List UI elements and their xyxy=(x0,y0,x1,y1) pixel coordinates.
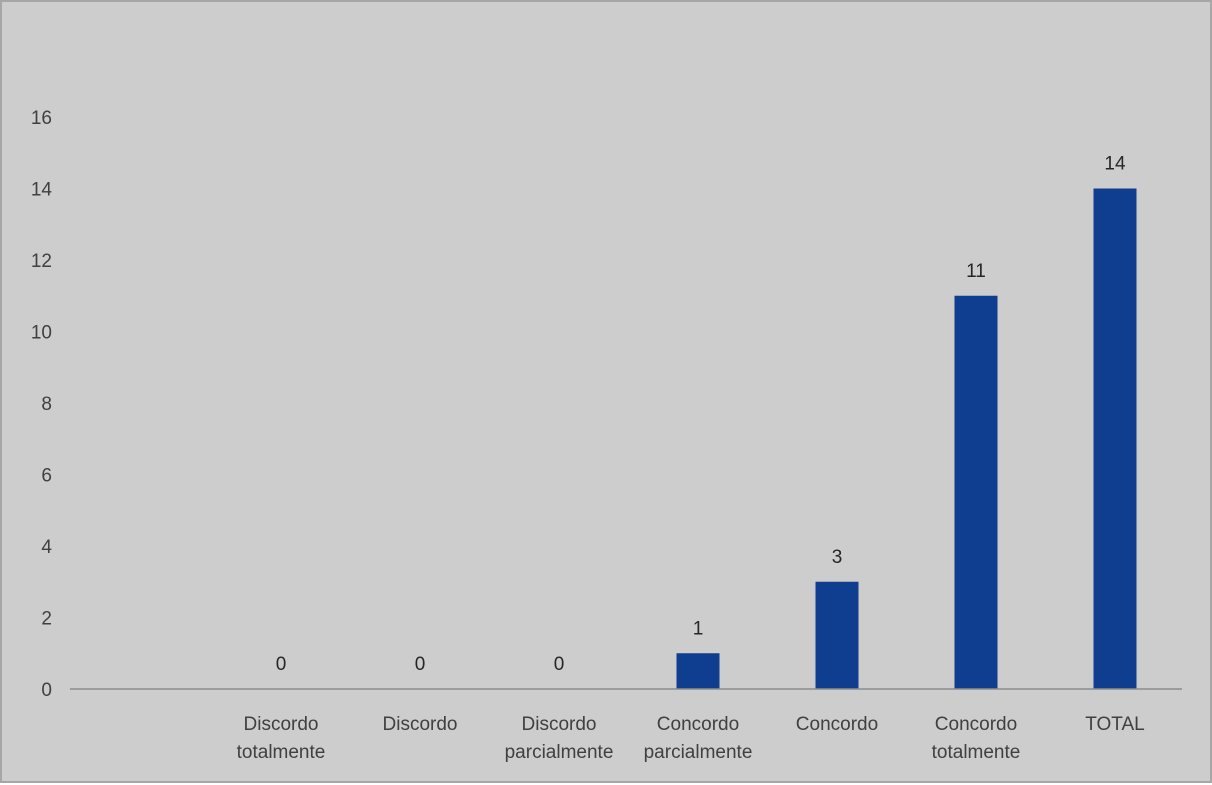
category-label: Concordo xyxy=(657,714,739,735)
y-tick-label: 14 xyxy=(31,180,53,201)
data-label: 0 xyxy=(415,654,426,675)
data-label: 0 xyxy=(554,654,565,675)
category-label: Discordo xyxy=(522,714,597,735)
category-label: Discordo xyxy=(244,714,319,735)
category-label: parcialmente xyxy=(505,742,614,763)
category-label: totalmente xyxy=(237,742,326,763)
data-label: 11 xyxy=(966,261,986,282)
bar xyxy=(815,581,859,689)
y-tick-label: 2 xyxy=(41,609,52,630)
category-label: TOTAL xyxy=(1085,714,1144,735)
category-label: Concordo xyxy=(935,714,1017,735)
data-labels-group: 0 0 0 1 3 11 14 xyxy=(276,154,1126,676)
category-label: Concordo xyxy=(796,714,878,735)
y-tick-label: 16 xyxy=(31,108,52,129)
data-label: 3 xyxy=(832,547,843,568)
bar xyxy=(954,295,998,689)
category-label: Discordo xyxy=(383,714,458,735)
category-labels-group: Discordo totalmente Discordo Discordo parcia… xyxy=(237,714,1145,763)
bar xyxy=(676,653,720,689)
y-tick-label: 10 xyxy=(31,323,52,344)
y-axis-ticks: 0 2 4 6 8 10 12 14 16 xyxy=(31,108,53,701)
bar xyxy=(1093,188,1137,689)
data-label: 1 xyxy=(693,618,704,639)
y-tick-label: 4 xyxy=(41,537,52,558)
y-tick-label: 6 xyxy=(41,466,52,487)
data-label: 0 xyxy=(276,654,287,675)
bars-group xyxy=(676,188,1137,689)
category-label: parcialmente xyxy=(644,742,753,763)
category-label: totalmente xyxy=(932,742,1021,763)
y-tick-label: 12 xyxy=(31,251,52,272)
data-label: 14 xyxy=(1104,154,1126,175)
y-tick-label: 0 xyxy=(41,680,52,701)
y-tick-label: 8 xyxy=(41,394,52,415)
